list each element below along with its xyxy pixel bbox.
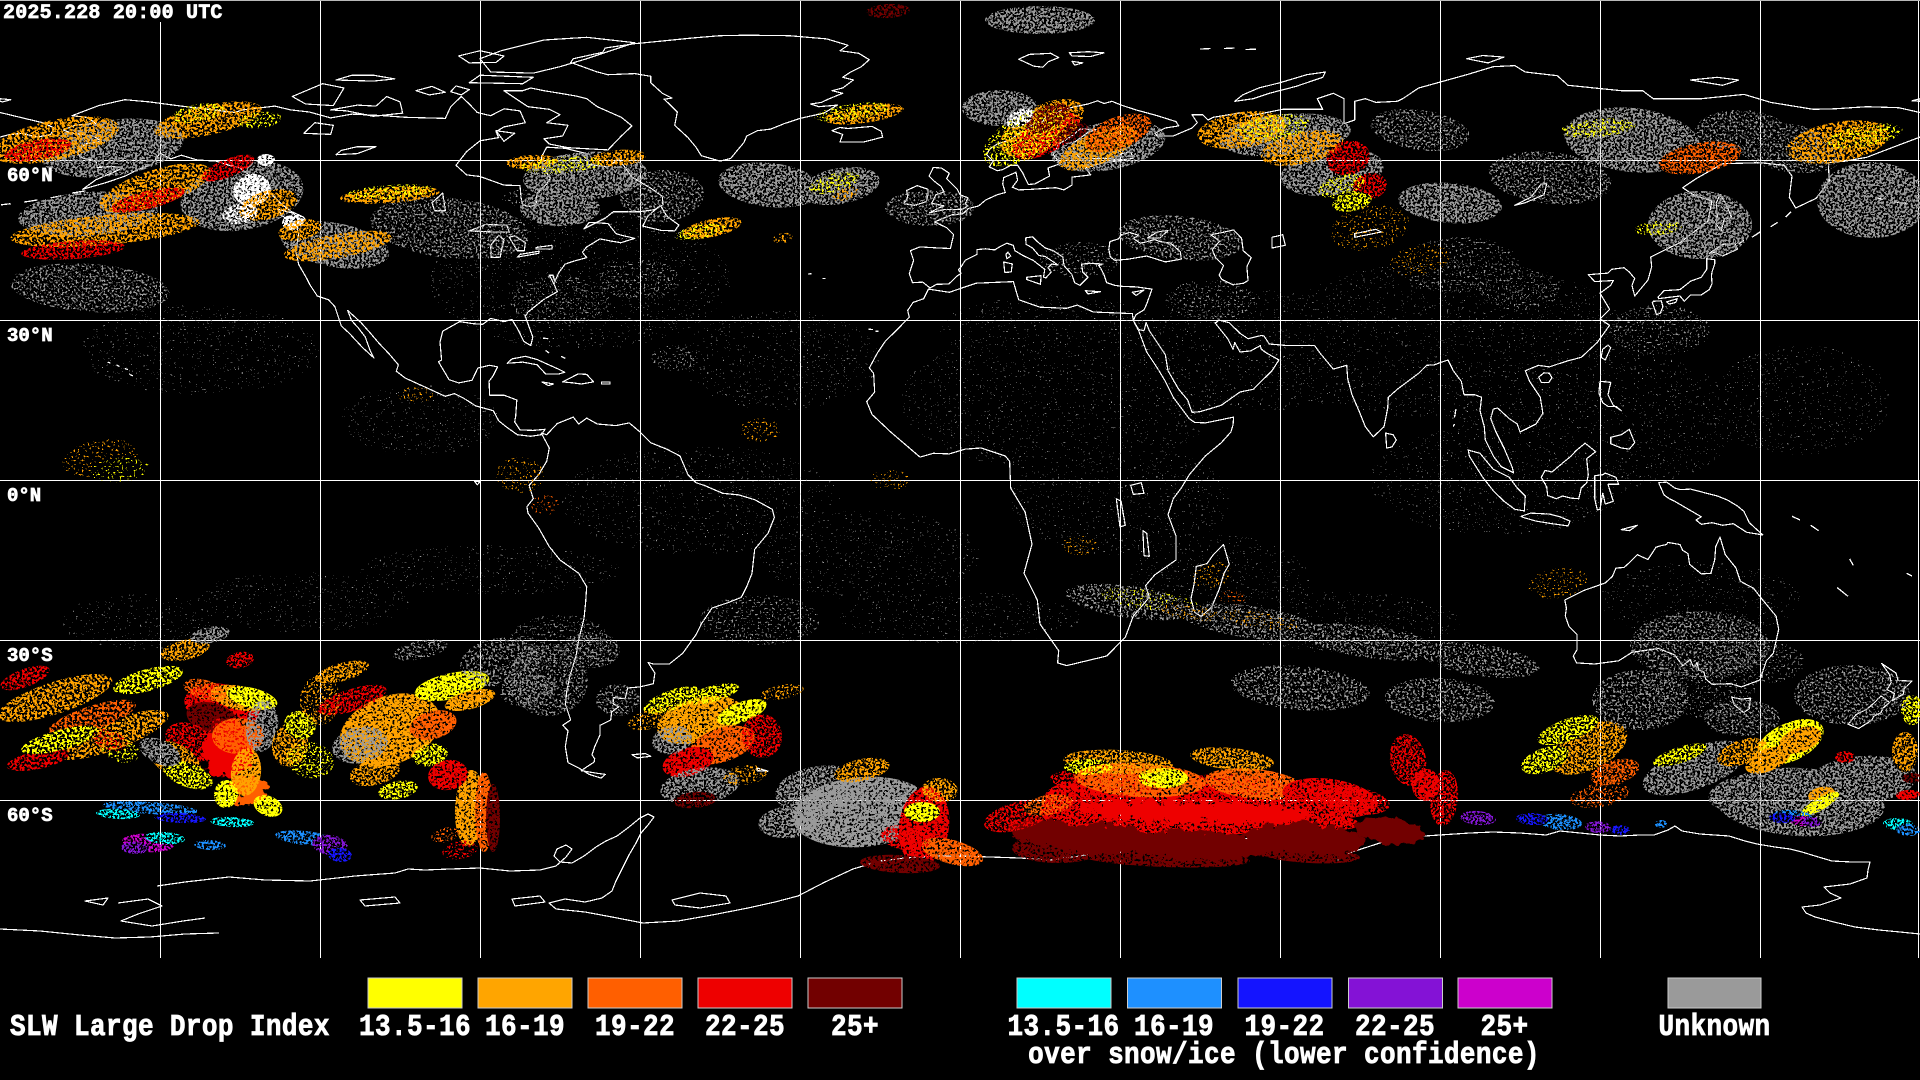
svg-text:2025.228 20:00 UTC: 2025.228 20:00 UTC	[3, 2, 223, 25]
svg-text:19-22: 19-22	[595, 1011, 675, 1044]
svg-text:25+: 25+	[1481, 1011, 1529, 1044]
svg-text:over snow/ice (lower confidenc: over snow/ice (lower confidence)	[1028, 1039, 1540, 1072]
svg-text:60°N: 60°N	[7, 165, 53, 187]
svg-text:0°N: 0°N	[7, 485, 41, 507]
svg-text:13.5-16: 13.5-16	[1008, 1011, 1120, 1044]
svg-text:16-19: 16-19	[485, 1011, 565, 1044]
svg-text:22-25: 22-25	[1355, 1011, 1435, 1044]
svg-text:30°S: 30°S	[7, 645, 53, 667]
svg-text:Unknown: Unknown	[1659, 1011, 1771, 1044]
svg-text:16-19: 16-19	[1134, 1011, 1214, 1044]
svg-text:19-22: 19-22	[1245, 1011, 1325, 1044]
svg-text:60°S: 60°S	[7, 805, 53, 827]
svg-text:SLW Large Drop Index: SLW Large Drop Index	[10, 1011, 330, 1044]
svg-text:30°N: 30°N	[7, 325, 53, 347]
svg-text:13.5-16: 13.5-16	[359, 1011, 471, 1044]
svg-text:22-25: 22-25	[705, 1011, 785, 1044]
svg-text:25+: 25+	[831, 1011, 879, 1044]
